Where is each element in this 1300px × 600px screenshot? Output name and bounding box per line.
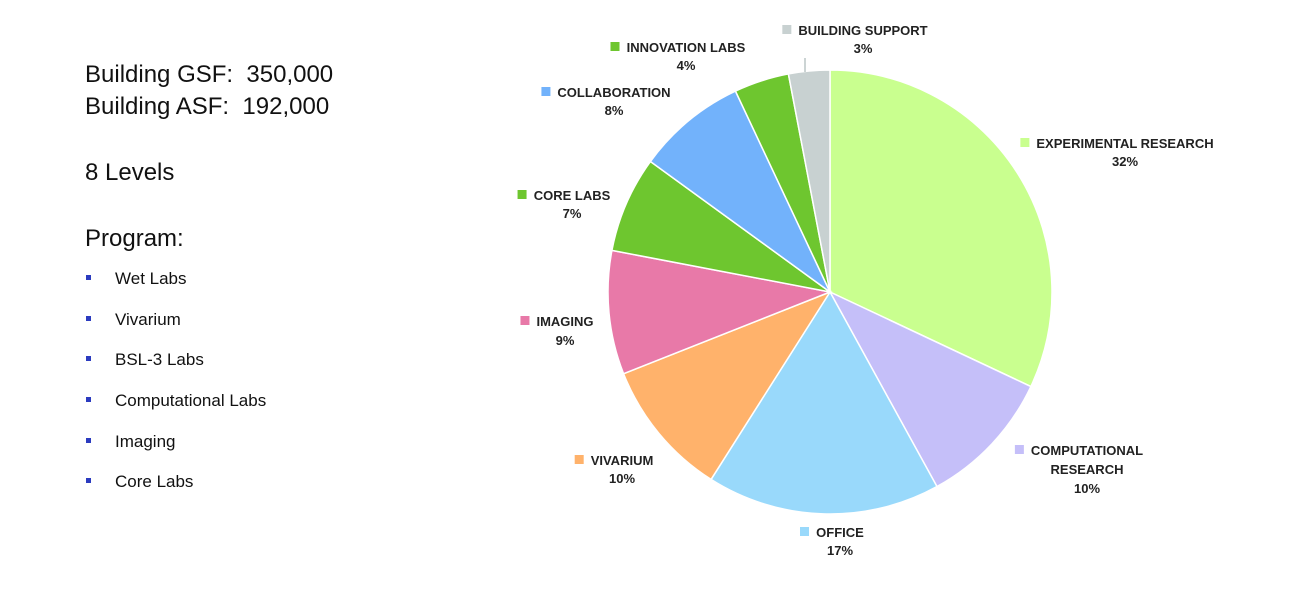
bullet-icon: [86, 356, 91, 362]
building-asf: Building ASF: 192,000: [85, 93, 330, 120]
slice-value-label: 10%: [609, 471, 635, 486]
legend-swatch: [517, 190, 527, 199]
building-info: Building GSF: 350,000 Building ASF: 192,…: [85, 0, 505, 600]
slice-label: BUILDING SUPPORT 3%: [782, 23, 928, 56]
slice-category-label: BUILDING SUPPORT: [798, 23, 927, 38]
program-item: Computational Labs: [85, 384, 266, 425]
legend-swatch: [800, 527, 810, 536]
pie-slice-collaboration: [649, 90, 831, 293]
pie-slice-experimental-research: [829, 69, 1053, 388]
bullet-icon: [86, 437, 91, 443]
legend-swatch: [782, 25, 792, 34]
slice-category-label: CORE LABS: [534, 188, 611, 203]
slice-value-label: 7%: [563, 206, 582, 221]
slice-label: IMAGING 9%: [520, 314, 594, 348]
slice-label: INNOVATION LABS 4%: [610, 40, 746, 73]
slice-category-label: IMAGING: [536, 314, 593, 329]
slice-value-label: 3%: [854, 41, 873, 56]
program-item: BSL-3 Labs: [85, 343, 266, 384]
slice-label: COLLABORATION 8%: [541, 85, 671, 118]
slice-label: EXPERIMENTAL RESEARCH 32%: [1020, 136, 1214, 169]
pie-slice-vivarium: [622, 290, 832, 481]
bullet-icon: [86, 315, 91, 321]
bullet-icon: [86, 397, 91, 403]
legend-swatch: [610, 42, 620, 51]
slice-label: OFFICE 17%: [800, 525, 864, 558]
slice-category-label: INNOVATION LABS: [627, 40, 746, 55]
legend-swatch: [1014, 445, 1024, 454]
building-gsf: Building GSF: 350,000: [85, 61, 334, 88]
program-item: Core Labs: [85, 465, 266, 506]
pie-slice-computational-research: [828, 290, 1032, 488]
legend-swatch: [520, 316, 530, 325]
levels: 8 Levels: [85, 159, 175, 186]
program-item: Imaging: [85, 425, 266, 466]
legend-swatch: [1020, 138, 1030, 147]
slice-value-label: 4%: [677, 58, 696, 73]
slice-value-label: 10%: [1074, 481, 1100, 496]
slice-category-label: COLLABORATION: [557, 85, 670, 100]
slice-label: CORE LABS 7%: [517, 188, 611, 221]
pie-slice-imaging: [607, 249, 833, 375]
slice-category-label: EXPERIMENTAL RESEARCH: [1036, 136, 1213, 151]
bullet-icon: [86, 478, 91, 484]
slice-category-label: OFFICE: [816, 525, 864, 540]
slice-category-label: COMPUTATIONAL: [1031, 443, 1143, 458]
program-item: Vivarium: [85, 303, 266, 344]
slice-value-label: 8%: [605, 103, 624, 118]
bullet-icon: [86, 275, 91, 280]
slice-value-label: 17%: [827, 543, 853, 558]
slice-category-label: RESEARCH: [1051, 462, 1124, 477]
legend-swatch: [574, 455, 584, 464]
legend-swatch: [541, 87, 551, 96]
slice-value-label: 32%: [1112, 154, 1138, 169]
slice-label: COMPUTATIONAL RESEARCH 10%: [1014, 443, 1143, 496]
slice-category-label: VIVARIUM: [591, 453, 654, 468]
program-heading: Program:: [85, 225, 184, 252]
program-list: Wet Labs Vivarium BSL-3 Labs Computation…: [85, 262, 266, 506]
slice-label: VIVARIUM 10%: [574, 453, 654, 486]
slice-value-label: 9%: [556, 333, 575, 348]
pie-slice-building-support: [787, 69, 831, 293]
pie-slice-office: [710, 290, 938, 515]
program-item: Wet Labs: [85, 262, 266, 303]
